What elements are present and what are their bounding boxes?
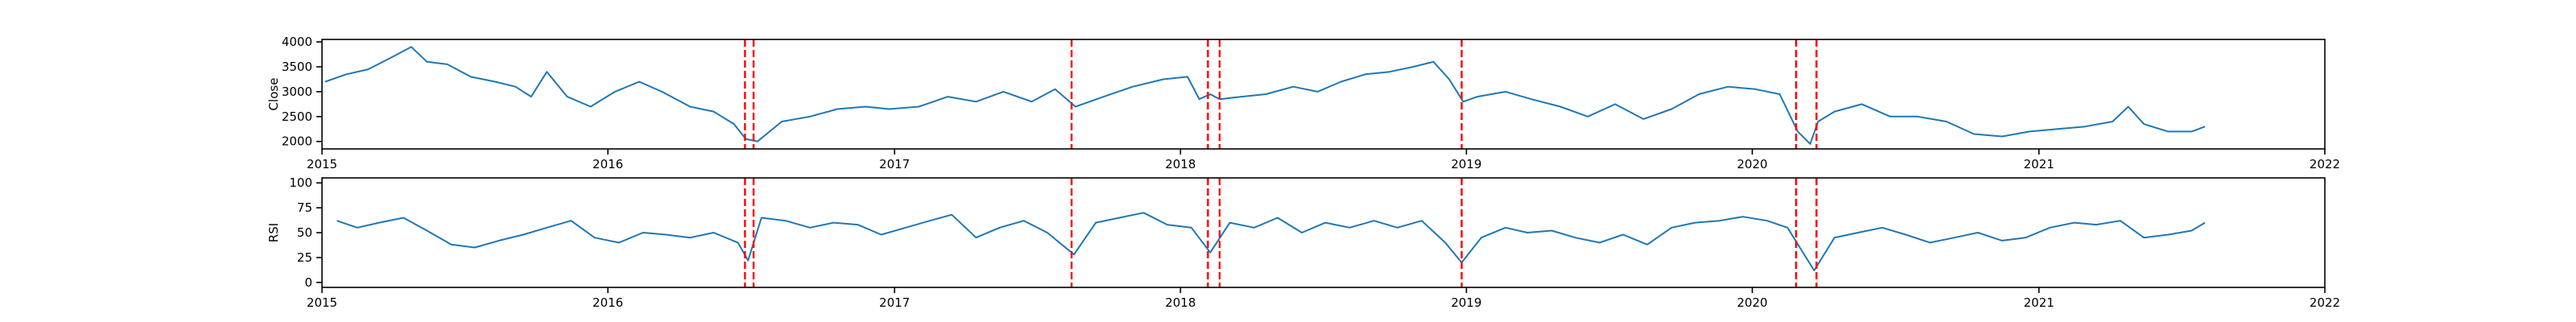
- x-tick-label: 2016: [592, 295, 623, 310]
- x-tick-label: 2016: [592, 157, 623, 171]
- y-tick-label: 50: [297, 225, 312, 240]
- x-tick-label: 2017: [879, 157, 910, 171]
- y-tick-label: 75: [297, 200, 312, 215]
- x-tick-label: 2019: [1451, 295, 1481, 310]
- x-tick-label: 2022: [2310, 157, 2340, 171]
- axes-frame: [321, 39, 2326, 150]
- series-line: [336, 212, 2206, 271]
- x-tick-label: 2018: [1165, 157, 1195, 171]
- y-axis-label: Close: [266, 78, 281, 111]
- series-line: [324, 46, 2206, 145]
- x-tick-label: 2015: [307, 295, 337, 310]
- y-axis-label: RSI: [266, 223, 281, 242]
- x-tick-label: 2022: [2310, 295, 2340, 310]
- y-tick-label: 3000: [282, 85, 312, 99]
- y-tick-label: 2000: [282, 134, 312, 149]
- y-tick-label: 25: [297, 250, 312, 265]
- x-tick-label: 2015: [307, 157, 337, 171]
- y-tick-label: 2500: [282, 109, 312, 124]
- y-tick-label: 0: [304, 275, 312, 290]
- y-tick-label: 100: [289, 175, 312, 190]
- x-tick-label: 2018: [1165, 295, 1195, 310]
- x-tick-label: 2021: [2024, 295, 2054, 310]
- x-tick-label: 2020: [1737, 157, 1768, 171]
- x-tick-label: 2019: [1451, 157, 1481, 171]
- x-tick-label: 2021: [2024, 157, 2054, 171]
- chart-rsi: 2015 2016 2017 2018 2019 2020 2021 2022 0 25 50 75 1…: [266, 175, 2340, 310]
- x-tick-label: 2017: [879, 295, 910, 310]
- axes-frame: [321, 177, 2326, 288]
- x-tick-label: 2020: [1737, 295, 1768, 310]
- chart-close: 2015 2016 2017 2018 2019 2020 2021 2022 2000 2500…: [266, 35, 2340, 171]
- y-tick-label: 3500: [282, 60, 312, 74]
- y-tick-label: 4000: [282, 35, 312, 49]
